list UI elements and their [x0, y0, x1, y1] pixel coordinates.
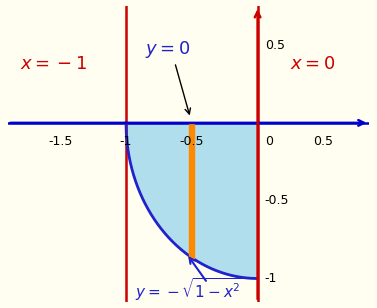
Text: $y=0$: $y=0$	[146, 39, 191, 60]
Text: $x=0$: $x=0$	[290, 55, 336, 73]
Text: -1.5: -1.5	[48, 135, 72, 148]
Text: 0.5: 0.5	[265, 38, 285, 51]
Text: -1: -1	[265, 272, 277, 285]
Text: -1: -1	[120, 135, 132, 148]
Text: $y=-\sqrt{1-x^2}$: $y=-\sqrt{1-x^2}$	[135, 276, 244, 303]
Text: 0: 0	[265, 135, 273, 148]
Text: $x=-1$: $x=-1$	[20, 55, 87, 73]
Bar	[189, 123, 195, 258]
Text: 0.5: 0.5	[313, 135, 333, 148]
Text: -0.5: -0.5	[265, 194, 289, 207]
Text: -0.5: -0.5	[179, 135, 204, 148]
